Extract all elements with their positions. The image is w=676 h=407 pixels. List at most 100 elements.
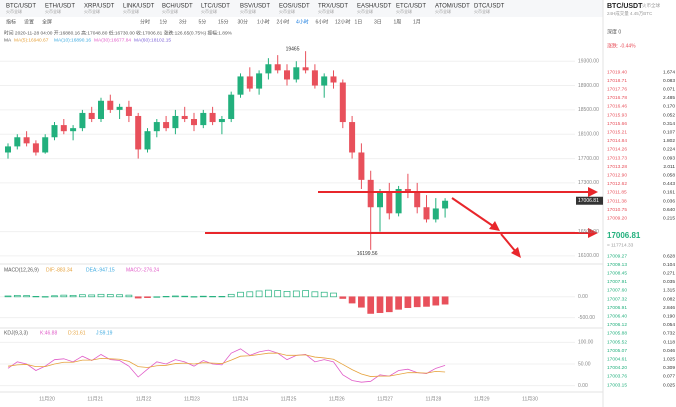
bid-price: 17007.32 <box>607 296 627 302</box>
ticker-sub: 火币全球 <box>45 8 61 14</box>
macd-bar <box>153 296 161 298</box>
bid-price: 17008.45 <box>607 270 627 276</box>
ticker-sub: 火币全球 <box>162 8 178 14</box>
ask-price: 17012.90 <box>607 172 627 178</box>
candle-body <box>339 82 346 123</box>
ask-amount: 0.443 <box>663 181 675 187</box>
bid-price: 17007.60 <box>607 288 627 294</box>
macd-bar <box>367 296 375 314</box>
x-tick-label: 11月30 <box>522 396 538 402</box>
macd-bar <box>395 296 402 310</box>
ticker-sub: 火币全球 <box>357 8 373 14</box>
interval-tab: 3日 <box>374 19 382 25</box>
kdj-label: K:46.88 <box>40 330 57 336</box>
arrow-head <box>511 247 521 258</box>
macd-bar <box>125 294 133 298</box>
candle-body <box>23 137 30 144</box>
candle-body <box>51 125 58 138</box>
bid-amount: 0.190 <box>663 313 675 319</box>
ask-price: 17014.84 <box>607 138 627 144</box>
candle-body <box>60 125 67 132</box>
bid-price: 17005.52 <box>607 339 627 345</box>
bid-amount: 0.025 <box>663 382 675 388</box>
macd-bar <box>292 290 300 298</box>
macd-bar <box>441 296 449 305</box>
ask-amount: 0.107 <box>663 129 675 135</box>
ticker-name: EOS/USDT <box>279 4 310 10</box>
ticker-name: EASH/USDT <box>357 4 392 10</box>
bid-price: 17004.20 <box>607 365 627 371</box>
ask-price: 17017.76 <box>607 86 627 92</box>
macd-bar <box>32 296 40 298</box>
macd-label: MACD:-276.24 <box>126 267 159 273</box>
macd-bar <box>79 294 86 298</box>
candle-body <box>107 100 114 110</box>
y-tick-label: 17300.00 <box>578 180 599 186</box>
ticker-name: ETC/USDT <box>396 4 426 10</box>
macd-bar <box>162 296 170 298</box>
ticker-bar <box>0 0 603 17</box>
bid-amount: 0.077 <box>663 374 675 380</box>
interval-tab: 2小时 <box>277 18 290 25</box>
kdj-line <box>7 348 446 383</box>
macd-bar <box>60 294 68 298</box>
kdj-label: D:31.61 <box>68 330 86 336</box>
macd-bar <box>339 296 347 299</box>
macd-bar <box>432 296 440 306</box>
y-tick-label: 19300.00 <box>578 59 599 65</box>
macd-bar <box>265 289 272 298</box>
y-tick-label: 0.00 <box>578 294 588 300</box>
macd-bar <box>330 292 337 298</box>
ask-amount: 0.224 <box>663 147 675 153</box>
interval-tab: 分时 <box>140 18 150 25</box>
macd-bar <box>69 294 77 298</box>
bid-amount: 2.846 <box>663 305 675 311</box>
ask-price: 17013.73 <box>607 155 627 161</box>
depth: 深度 0 <box>607 28 621 35</box>
candle-body <box>218 119 225 123</box>
ask-amount: 0.640 <box>663 207 675 213</box>
ask-amount: 0.052 <box>663 112 675 118</box>
ma-label: MA(30):16677.84 <box>94 37 131 43</box>
ticker-sub: 火币全球 <box>474 8 490 14</box>
macd-bar <box>320 291 328 298</box>
bid-price: 17009.13 <box>607 262 627 268</box>
x-tick-label: 11月22 <box>136 396 152 402</box>
candle-body <box>181 115 188 120</box>
ask-price: 17015.66 <box>607 121 627 127</box>
ask-amount: 0.215 <box>663 215 675 221</box>
candle-body <box>377 192 383 208</box>
ask-amount: 0.071 <box>663 86 675 92</box>
interval-tab: 1分 <box>160 18 168 25</box>
ticker-sub: 火币全球 <box>123 8 139 14</box>
interval-tab: 12小时 <box>335 18 351 25</box>
interval-tab: 15分 <box>218 18 229 25</box>
macd-bar <box>404 296 412 308</box>
bid-amount: 0.309 <box>663 365 675 371</box>
macd-bar <box>13 294 21 298</box>
x-tick-label: 11月21 <box>87 396 103 402</box>
candle-body <box>116 106 123 110</box>
ask-price: 17015.21 <box>607 129 627 135</box>
y-tick-label: 0.00 <box>578 383 588 389</box>
candle-body <box>88 112 95 120</box>
interval-tab: 6小时 <box>316 18 329 25</box>
candle-body <box>237 76 244 95</box>
macd-bar <box>116 294 123 298</box>
toolbar-item: 全屏 <box>42 18 52 25</box>
bid-price: 17006.91 <box>607 305 627 311</box>
y-tick-label: 17700.00 <box>578 156 599 162</box>
bid-price: 17006.40 <box>607 313 627 319</box>
volume: 24H成交量 4.45万BTC <box>607 10 653 17</box>
bid-price: 17003.76 <box>607 374 627 380</box>
bid-price: 17006.12 <box>607 322 627 328</box>
bid-amount: 0.732 <box>663 331 675 337</box>
exchange: 火币全球 <box>642 2 660 9</box>
bid-amount: 0.046 <box>663 348 675 354</box>
bid-amount: 0.035 <box>663 279 675 285</box>
red-arrow <box>500 233 517 253</box>
ticker-sub: 火币全球 <box>240 8 256 14</box>
macd-bar <box>246 291 254 298</box>
pair: BTC/USDT <box>607 3 643 10</box>
toolbar-item: 指标 <box>6 18 16 25</box>
